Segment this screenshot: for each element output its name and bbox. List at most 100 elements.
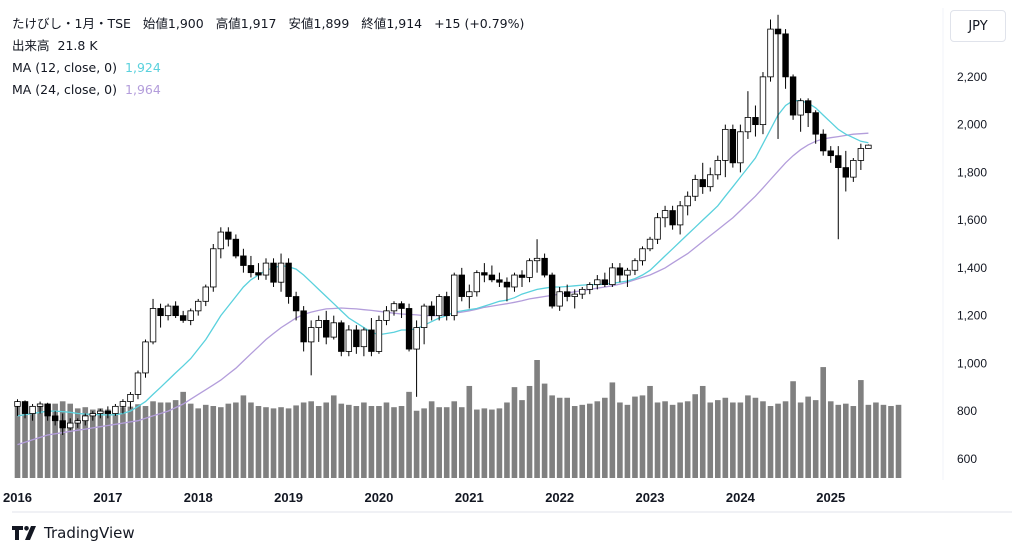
price-tick-label: 1,000	[957, 356, 987, 370]
price-tick-label: 1,800	[957, 165, 987, 179]
candle	[812, 110, 819, 144]
candle	[661, 205, 669, 228]
volume-bar	[202, 404, 209, 478]
candle-body	[44, 403, 51, 417]
volume-bar	[511, 387, 518, 478]
candle	[375, 315, 383, 354]
time-axis[interactable]: 2016 2017 2018 2019 2020 2021 2022 2023 2024 2025	[3, 490, 845, 505]
candle	[526, 258, 533, 283]
candle-body	[850, 160, 857, 178]
candle	[97, 408, 104, 419]
candle-body	[481, 272, 488, 276]
ma24-label[interactable]: MA (24, close, 0)	[12, 82, 118, 97]
volume-bar	[278, 407, 284, 478]
candle	[262, 258, 270, 280]
ma12-path	[17, 100, 869, 417]
candle	[390, 301, 398, 316]
volume-bar	[654, 402, 661, 478]
volume-bar	[624, 404, 631, 478]
candle	[247, 255, 255, 278]
candle-body	[172, 305, 179, 317]
price-tick-label: 1,400	[957, 261, 987, 275]
candle	[556, 286, 563, 311]
candle-body	[511, 274, 518, 288]
candle-body	[420, 305, 428, 328]
currency-button[interactable]: JPY	[950, 10, 1006, 42]
candle-body	[134, 372, 142, 395]
candle	[330, 315, 337, 340]
candle	[842, 150, 849, 192]
volume-bar	[534, 360, 540, 478]
volume-bar	[300, 402, 307, 478]
candle-body	[29, 405, 36, 414]
volume-bar	[225, 403, 232, 478]
volume-bar	[707, 402, 714, 478]
candle	[149, 298, 157, 345]
volume-bar	[730, 402, 736, 478]
tradingview-logo[interactable]: TradingView	[12, 524, 135, 542]
candle	[217, 227, 225, 259]
volume-bar	[255, 406, 262, 478]
volume-bar	[330, 395, 337, 478]
candle	[14, 399, 21, 416]
candle-body	[782, 33, 789, 78]
candle-body	[458, 274, 465, 297]
ma12-label[interactable]: MA (12, close, 0)	[12, 60, 118, 75]
candle	[737, 124, 744, 173]
symbol-line[interactable]: たけびし・1月・TSE	[12, 16, 131, 31]
candle-body	[835, 155, 842, 168]
volume-bar	[105, 409, 111, 478]
candle	[684, 191, 691, 216]
volume-bar	[858, 380, 864, 478]
volume-bar	[44, 405, 51, 478]
candle	[353, 325, 360, 354]
candle	[74, 418, 81, 428]
volume-bar	[263, 407, 269, 478]
candle-body	[857, 148, 865, 161]
candle	[729, 124, 737, 168]
volume-bar	[586, 403, 593, 478]
candle-body	[548, 274, 556, 307]
candle	[676, 201, 684, 235]
volume-bar	[451, 401, 458, 478]
candle	[82, 413, 89, 426]
volume-bar	[699, 385, 706, 478]
ma12-value: 1,924	[125, 60, 161, 75]
candle	[51, 411, 59, 426]
volume-bar	[187, 403, 194, 478]
candle	[624, 267, 631, 287]
volume-bar	[285, 408, 292, 478]
volume-bar	[662, 401, 668, 478]
close-label: 終値	[361, 16, 387, 31]
price-tick-label: 2,000	[957, 118, 987, 132]
volume-bar	[775, 403, 781, 478]
candle	[285, 258, 292, 304]
volume-bar	[308, 401, 314, 478]
candle	[744, 91, 752, 139]
candle-body	[586, 284, 593, 290]
time-tick-label: 2017	[93, 490, 122, 505]
volume-bar	[338, 403, 345, 478]
volume-bar	[135, 404, 141, 478]
candle-body	[428, 305, 435, 317]
candle-body	[262, 262, 270, 276]
candle	[443, 291, 450, 321]
volume-bar	[368, 406, 375, 478]
volume-bar	[195, 408, 202, 478]
volume-bar	[59, 401, 66, 478]
candle	[232, 234, 240, 259]
candle	[398, 301, 405, 319]
candle	[865, 144, 872, 149]
candle	[488, 265, 496, 283]
candle-body	[112, 405, 119, 414]
volume-bar	[398, 406, 405, 478]
volume-label[interactable]: 出来高	[12, 38, 50, 53]
volume-bar	[421, 408, 427, 478]
candle-body	[624, 269, 631, 276]
candle	[533, 239, 541, 273]
candle-body	[699, 179, 706, 188]
candle	[503, 277, 511, 302]
candle-body	[466, 291, 473, 297]
candlesticks	[14, 14, 872, 436]
